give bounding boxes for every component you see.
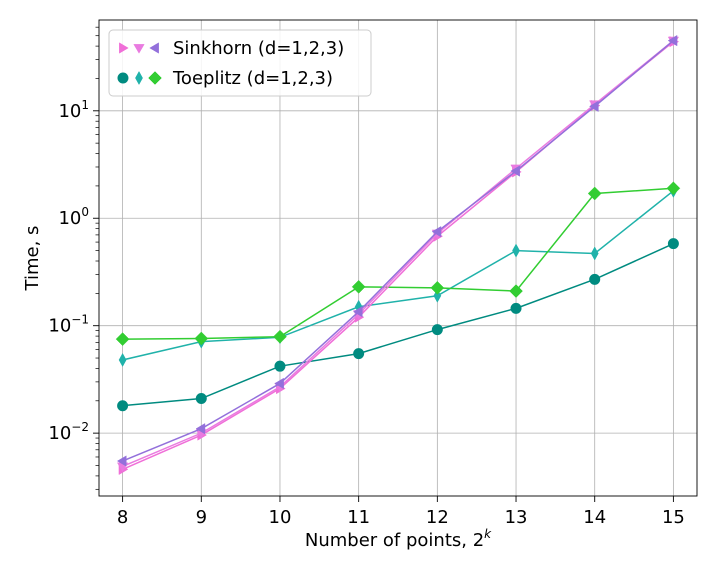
data-point xyxy=(430,281,445,295)
data-point xyxy=(274,377,284,390)
data-point xyxy=(116,455,127,467)
legend-box xyxy=(108,29,372,97)
x-tick-label: 12 xyxy=(426,507,449,528)
legend-marker xyxy=(135,70,143,86)
data-point xyxy=(431,226,442,238)
series-line xyxy=(122,190,674,361)
data-point xyxy=(431,324,443,336)
data-point xyxy=(509,284,523,298)
legend-item-toeplitz: Toeplitz (d=1,2,3) xyxy=(117,68,333,89)
grid xyxy=(99,20,697,496)
data-point xyxy=(512,243,520,258)
legend-marker xyxy=(148,71,162,85)
data-point xyxy=(667,34,678,47)
series-toeplitz-d1 xyxy=(117,238,679,412)
data-point xyxy=(667,238,679,250)
data-point xyxy=(194,331,209,346)
data-point xyxy=(273,329,287,344)
data-point xyxy=(510,302,522,314)
plot-frame xyxy=(98,19,698,497)
series-line xyxy=(122,187,674,340)
data-point xyxy=(589,273,601,285)
data-point xyxy=(195,393,207,405)
x-axis: 8 9 10 11 12 13 14 15 xyxy=(117,496,685,528)
series-layer xyxy=(115,34,681,476)
x-tick-label: 11 xyxy=(347,507,370,528)
data-point xyxy=(590,246,599,261)
data-point xyxy=(587,186,602,201)
data-point xyxy=(274,360,286,372)
x-tick-label: 9 xyxy=(196,507,207,528)
series-line xyxy=(122,40,674,462)
legend-item-sinkhorn: Sinkhorn (d=1,2,3) xyxy=(119,38,344,59)
y-tick-label: 10−1 xyxy=(48,313,89,337)
data-point xyxy=(117,400,129,412)
legend-marker xyxy=(133,44,145,54)
legend-label: Sinkhorn (d=1,2,3) xyxy=(173,38,344,59)
y-axis: 10−2 10−1 100 101 xyxy=(48,98,99,444)
series-sinkhorn-d3 xyxy=(116,34,678,467)
legend-marker xyxy=(117,72,129,84)
x-axis-label-text: Number of points, 2 xyxy=(305,530,484,551)
data-point xyxy=(115,332,130,346)
x-tick-label: 13 xyxy=(505,507,528,528)
minor-ticks xyxy=(95,26,99,490)
legend-label: Toeplitz (d=1,2,3) xyxy=(172,68,333,89)
x-axis-label: Number of points, 2k xyxy=(305,527,492,551)
legend-marker xyxy=(149,42,159,54)
x-tick-label: 10 xyxy=(269,507,292,528)
x-tick-label: 15 xyxy=(662,507,685,528)
legend-marker xyxy=(119,42,129,54)
data-point xyxy=(510,165,520,177)
x-tick-label: 8 xyxy=(117,507,128,528)
data-point xyxy=(118,352,127,367)
legend: Sinkhorn (d=1,2,3) Toeplitz (d=1,2,3) xyxy=(108,29,372,97)
data-point xyxy=(195,423,206,435)
data-point xyxy=(351,279,366,294)
x-tick-label: 14 xyxy=(583,507,606,528)
data-point xyxy=(353,348,365,360)
series-line xyxy=(122,242,674,407)
data-point xyxy=(666,181,681,196)
y-tick-label: 100 xyxy=(58,205,89,229)
y-axis-label: Time, s xyxy=(22,226,43,292)
x-axis-label-exponent: k xyxy=(484,527,492,541)
series-toeplitz-d3 xyxy=(115,181,681,346)
series-line xyxy=(122,40,674,468)
data-point xyxy=(352,306,363,318)
data-point xyxy=(589,100,599,112)
y-tick-label: 101 xyxy=(58,98,89,122)
y-tick-label: 10−2 xyxy=(48,420,89,444)
